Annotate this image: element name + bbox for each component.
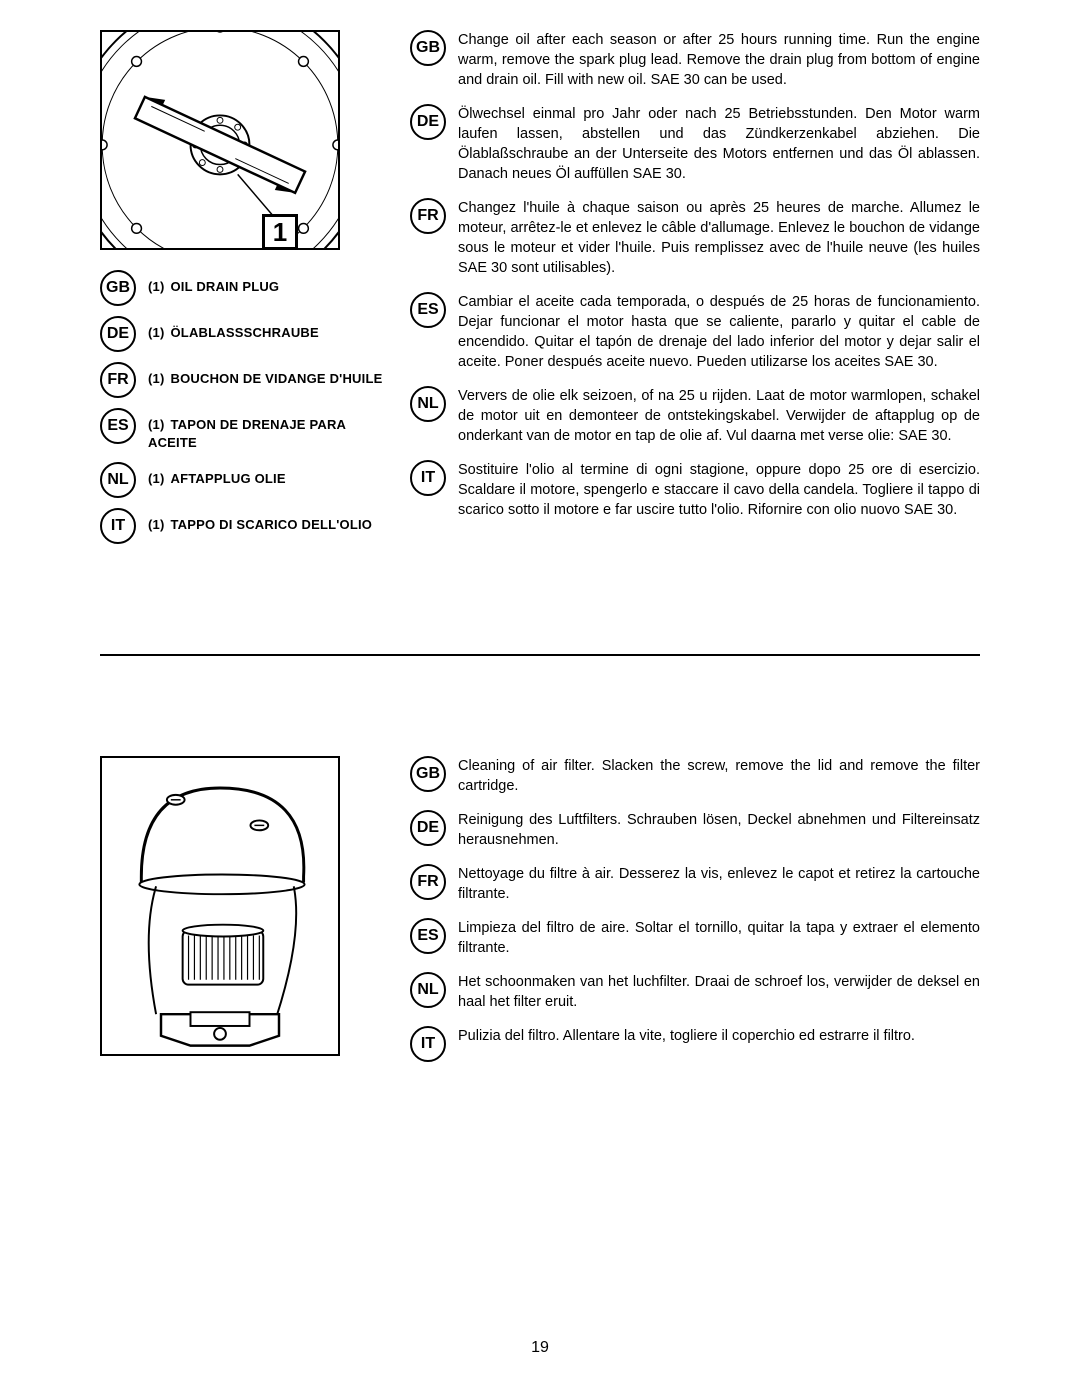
legend-label: ÖLABLASSSCHRAUBE [171,325,319,340]
para-text-it: Sostituire l'olio al termine di ogni sta… [458,460,980,520]
legend-text-fr: (1) BOUCHON DE VIDANGE D'HUILE [148,362,382,388]
para-row-de: DE Reinigung des Luftfilters. Schrauben … [410,810,980,850]
legend-label: OIL DRAIN PLUG [171,279,280,294]
legend-label: TAPPO DI SCARICO DELL'OLIO [171,517,373,532]
lang-badge-fr: FR [410,864,446,900]
legend-row-fr: FR (1) BOUCHON DE VIDANGE D'HUILE [100,362,390,398]
lang-badge-gb: GB [410,756,446,792]
callout-number-1: 1 [262,214,298,250]
lang-badge-es: ES [100,408,136,444]
legend-row-de: DE (1) ÖLABLASSSCHRAUBE [100,316,390,352]
lang-badge-de: DE [410,810,446,846]
figure-oil-drain: 1 [100,30,340,250]
para-text-gb: Change oil after each season or after 25… [458,30,980,90]
lang-badge-de: DE [410,104,446,140]
legend-row-es: ES (1)TAPON DE DRENAJE PARA ACEITE [100,408,390,452]
para-text-fr: Nettoyage du filtre à air. Desserez la v… [458,864,980,904]
legend-num: (1) [148,279,165,294]
para-text-gb: Cleaning of air filter. Slacken the scre… [458,756,980,796]
lang-badge-fr: FR [100,362,136,398]
legend-row-gb: GB (1) OIL DRAIN PLUG [100,270,390,306]
legend-label: BOUCHON DE VIDANGE D'HUILE [171,371,383,386]
lang-badge-gb: GB [410,30,446,66]
legend-label: TAPON DE DRENAJE PARA ACEITE [148,417,346,450]
section1-right-column: GB Change oil after each season or after… [410,30,980,554]
para-row-gb: GB Change oil after each season or after… [410,30,980,90]
lang-badge-nl: NL [410,972,446,1008]
legend-num: (1) [148,371,165,386]
lang-badge-es: ES [410,292,446,328]
para-text-fr: Changez l'huile à chaque saison ou après… [458,198,980,278]
legend-text-es: (1)TAPON DE DRENAJE PARA ACEITE [148,408,390,452]
para-row-nl: NL Het schoonmaken van het luchfilter. D… [410,972,980,1012]
legend-row-nl: NL (1) AFTAPPLUG OLIE [100,462,390,498]
para-row-nl: NL Ververs de olie elk seizoen, of na 25… [410,386,980,446]
lang-badge-it: IT [100,508,136,544]
para-text-es: Cambiar el aceite cada temporada, o desp… [458,292,980,372]
legend-num: (1) [148,417,165,432]
para-row-es: ES Limpieza del filtro de aire. Soltar e… [410,918,980,958]
section-oil-change: 1 GB (1) OIL DRAIN PLUG DE (1) ÖLABLASSSCH… [100,30,980,554]
lang-badge-nl: NL [100,462,136,498]
legend-text-gb: (1) OIL DRAIN PLUG [148,270,279,296]
legend-text-nl: (1) AFTAPPLUG OLIE [148,462,286,488]
para-text-de: Reinigung des Luftfilters. Schrauben lös… [458,810,980,850]
lang-badge-fr: FR [410,198,446,234]
section-divider [100,654,980,656]
para-text-es: Limpieza del filtro de aire. Soltar el t… [458,918,980,958]
lang-badge-nl: NL [410,386,446,422]
legend-num: (1) [148,471,165,486]
mower-underside-diagram [102,32,338,248]
oil-drain-legend-list: GB (1) OIL DRAIN PLUG DE (1) ÖLABLASSSCHRA… [100,270,390,544]
para-text-nl: Het schoonmaken van het luchfilter. Draa… [458,972,980,1012]
section-air-filter: GB Cleaning of air filter. Slacken the s… [100,756,980,1076]
para-row-it: IT Pulizia del filtro. Allentare la vite… [410,1026,980,1062]
lang-badge-it: IT [410,1026,446,1062]
para-text-de: Ölwechsel einmal pro Jahr oder nach 25 B… [458,104,980,184]
legend-num: (1) [148,325,165,340]
lang-badge-gb: GB [100,270,136,306]
para-text-it: Pulizia del filtro. Allentare la vite, t… [458,1026,980,1046]
para-row-de: DE Ölwechsel einmal pro Jahr oder nach 2… [410,104,980,184]
para-row-es: ES Cambiar el aceite cada temporada, o d… [410,292,980,372]
legend-text-de: (1) ÖLABLASSSCHRAUBE [148,316,319,342]
lang-badge-de: DE [100,316,136,352]
para-text-nl: Ververs de olie elk seizoen, of na 25 u … [458,386,980,446]
lang-badge-es: ES [410,918,446,954]
lang-badge-it: IT [410,460,446,496]
para-row-it: IT Sostituire l'olio al termine di ogni … [410,460,980,520]
page-number: 19 [0,1339,1080,1357]
figure-air-filter [100,756,340,1056]
para-row-gb: GB Cleaning of air filter. Slacken the s… [410,756,980,796]
legend-text-it: (1) TAPPO DI SCARICO DELL'OLIO [148,508,372,534]
para-row-fr: FR Changez l'huile à chaque saison ou ap… [410,198,980,278]
section1-left-column: 1 GB (1) OIL DRAIN PLUG DE (1) ÖLABLASSSCH… [100,30,390,554]
legend-row-it: IT (1) TAPPO DI SCARICO DELL'OLIO [100,508,390,544]
air-filter-diagram [102,758,338,1054]
section2-left-column [100,756,390,1076]
para-row-fr: FR Nettoyage du filtre à air. Desserez l… [410,864,980,904]
legend-label: AFTAPPLUG OLIE [171,471,286,486]
legend-num: (1) [148,517,165,532]
section2-right-column: GB Cleaning of air filter. Slacken the s… [410,756,980,1076]
